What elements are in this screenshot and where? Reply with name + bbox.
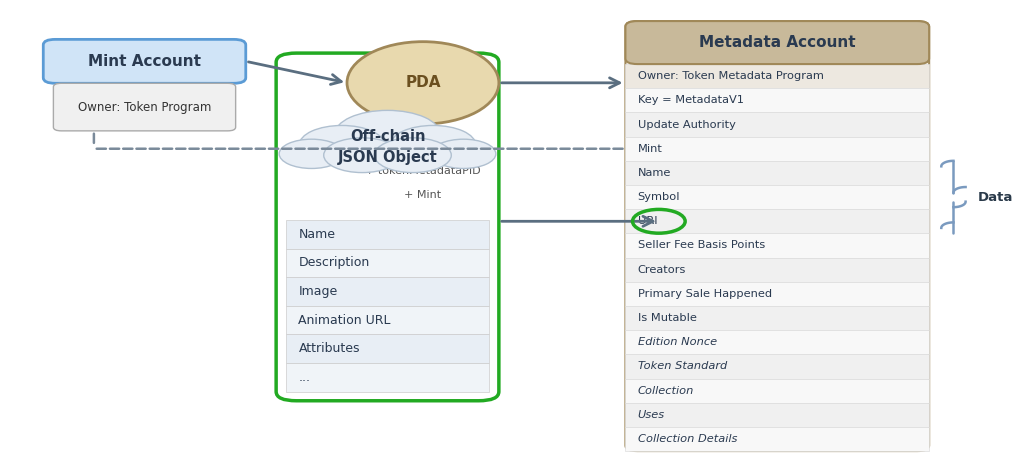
Text: Seller Fee Basis Points: Seller Fee Basis Points bbox=[638, 240, 765, 250]
Bar bbox=[626, 161, 929, 185]
Bar bbox=[626, 379, 929, 403]
Text: "metadata": "metadata" bbox=[391, 142, 456, 152]
Text: Uses: Uses bbox=[638, 410, 665, 420]
Bar bbox=[626, 137, 929, 161]
Text: Name: Name bbox=[638, 168, 671, 178]
Bar bbox=[626, 113, 929, 137]
Text: Is Mutable: Is Mutable bbox=[638, 313, 696, 323]
FancyBboxPatch shape bbox=[626, 21, 929, 64]
Text: + tokenMetadataPID: + tokenMetadataPID bbox=[366, 166, 480, 176]
Circle shape bbox=[280, 139, 344, 169]
Text: Creators: Creators bbox=[638, 265, 686, 275]
Text: Owner: Token Program: Owner: Token Program bbox=[78, 100, 211, 113]
Text: Off-chain
JSON Object: Off-chain JSON Object bbox=[338, 129, 437, 165]
Circle shape bbox=[324, 138, 400, 173]
Text: Animation URL: Animation URL bbox=[298, 313, 391, 326]
Text: PDA: PDA bbox=[406, 75, 440, 90]
Text: Mint Account: Mint Account bbox=[88, 54, 201, 69]
Bar bbox=[626, 185, 929, 209]
Circle shape bbox=[431, 139, 496, 169]
Text: Collection Details: Collection Details bbox=[638, 434, 737, 444]
Text: URI: URI bbox=[638, 216, 657, 226]
Text: Metadata Account: Metadata Account bbox=[699, 35, 856, 50]
Text: Edition Nonce: Edition Nonce bbox=[638, 337, 717, 347]
Text: Attributes: Attributes bbox=[298, 342, 359, 355]
Circle shape bbox=[390, 125, 475, 164]
Circle shape bbox=[299, 125, 384, 164]
Text: Description: Description bbox=[298, 257, 370, 269]
Bar bbox=[287, 277, 488, 306]
Bar bbox=[626, 354, 929, 379]
Bar bbox=[626, 209, 929, 233]
FancyBboxPatch shape bbox=[626, 21, 929, 451]
Ellipse shape bbox=[347, 42, 499, 124]
Bar bbox=[626, 427, 929, 451]
Bar bbox=[626, 64, 929, 88]
Text: Symbol: Symbol bbox=[638, 192, 680, 202]
Text: ...: ... bbox=[298, 371, 310, 384]
Text: Owner: Token Metadata Program: Owner: Token Metadata Program bbox=[638, 71, 823, 81]
FancyBboxPatch shape bbox=[276, 53, 499, 401]
Circle shape bbox=[335, 110, 440, 158]
Text: Key = MetadataV1: Key = MetadataV1 bbox=[638, 95, 743, 106]
Text: Image: Image bbox=[298, 285, 338, 298]
Bar bbox=[626, 403, 929, 427]
FancyBboxPatch shape bbox=[53, 83, 236, 131]
Bar bbox=[626, 257, 929, 282]
Text: Update Authority: Update Authority bbox=[638, 119, 735, 130]
Text: Name: Name bbox=[298, 228, 336, 241]
Text: Data: Data bbox=[978, 191, 1013, 204]
Text: + Mint: + Mint bbox=[404, 190, 441, 200]
Text: Primary Sale Happened: Primary Sale Happened bbox=[638, 289, 772, 299]
Bar bbox=[626, 233, 929, 257]
Text: Token Standard: Token Standard bbox=[638, 362, 727, 371]
Bar bbox=[626, 330, 929, 354]
Text: Mint: Mint bbox=[638, 144, 663, 154]
Bar bbox=[626, 88, 929, 113]
Bar bbox=[287, 334, 488, 363]
Bar bbox=[626, 282, 929, 306]
Bar bbox=[287, 363, 488, 392]
Bar bbox=[287, 220, 488, 249]
Text: Collection: Collection bbox=[638, 386, 694, 395]
Bar bbox=[287, 306, 488, 334]
Bar bbox=[287, 249, 488, 277]
Bar bbox=[626, 306, 929, 330]
Circle shape bbox=[375, 138, 452, 173]
FancyBboxPatch shape bbox=[43, 39, 246, 83]
